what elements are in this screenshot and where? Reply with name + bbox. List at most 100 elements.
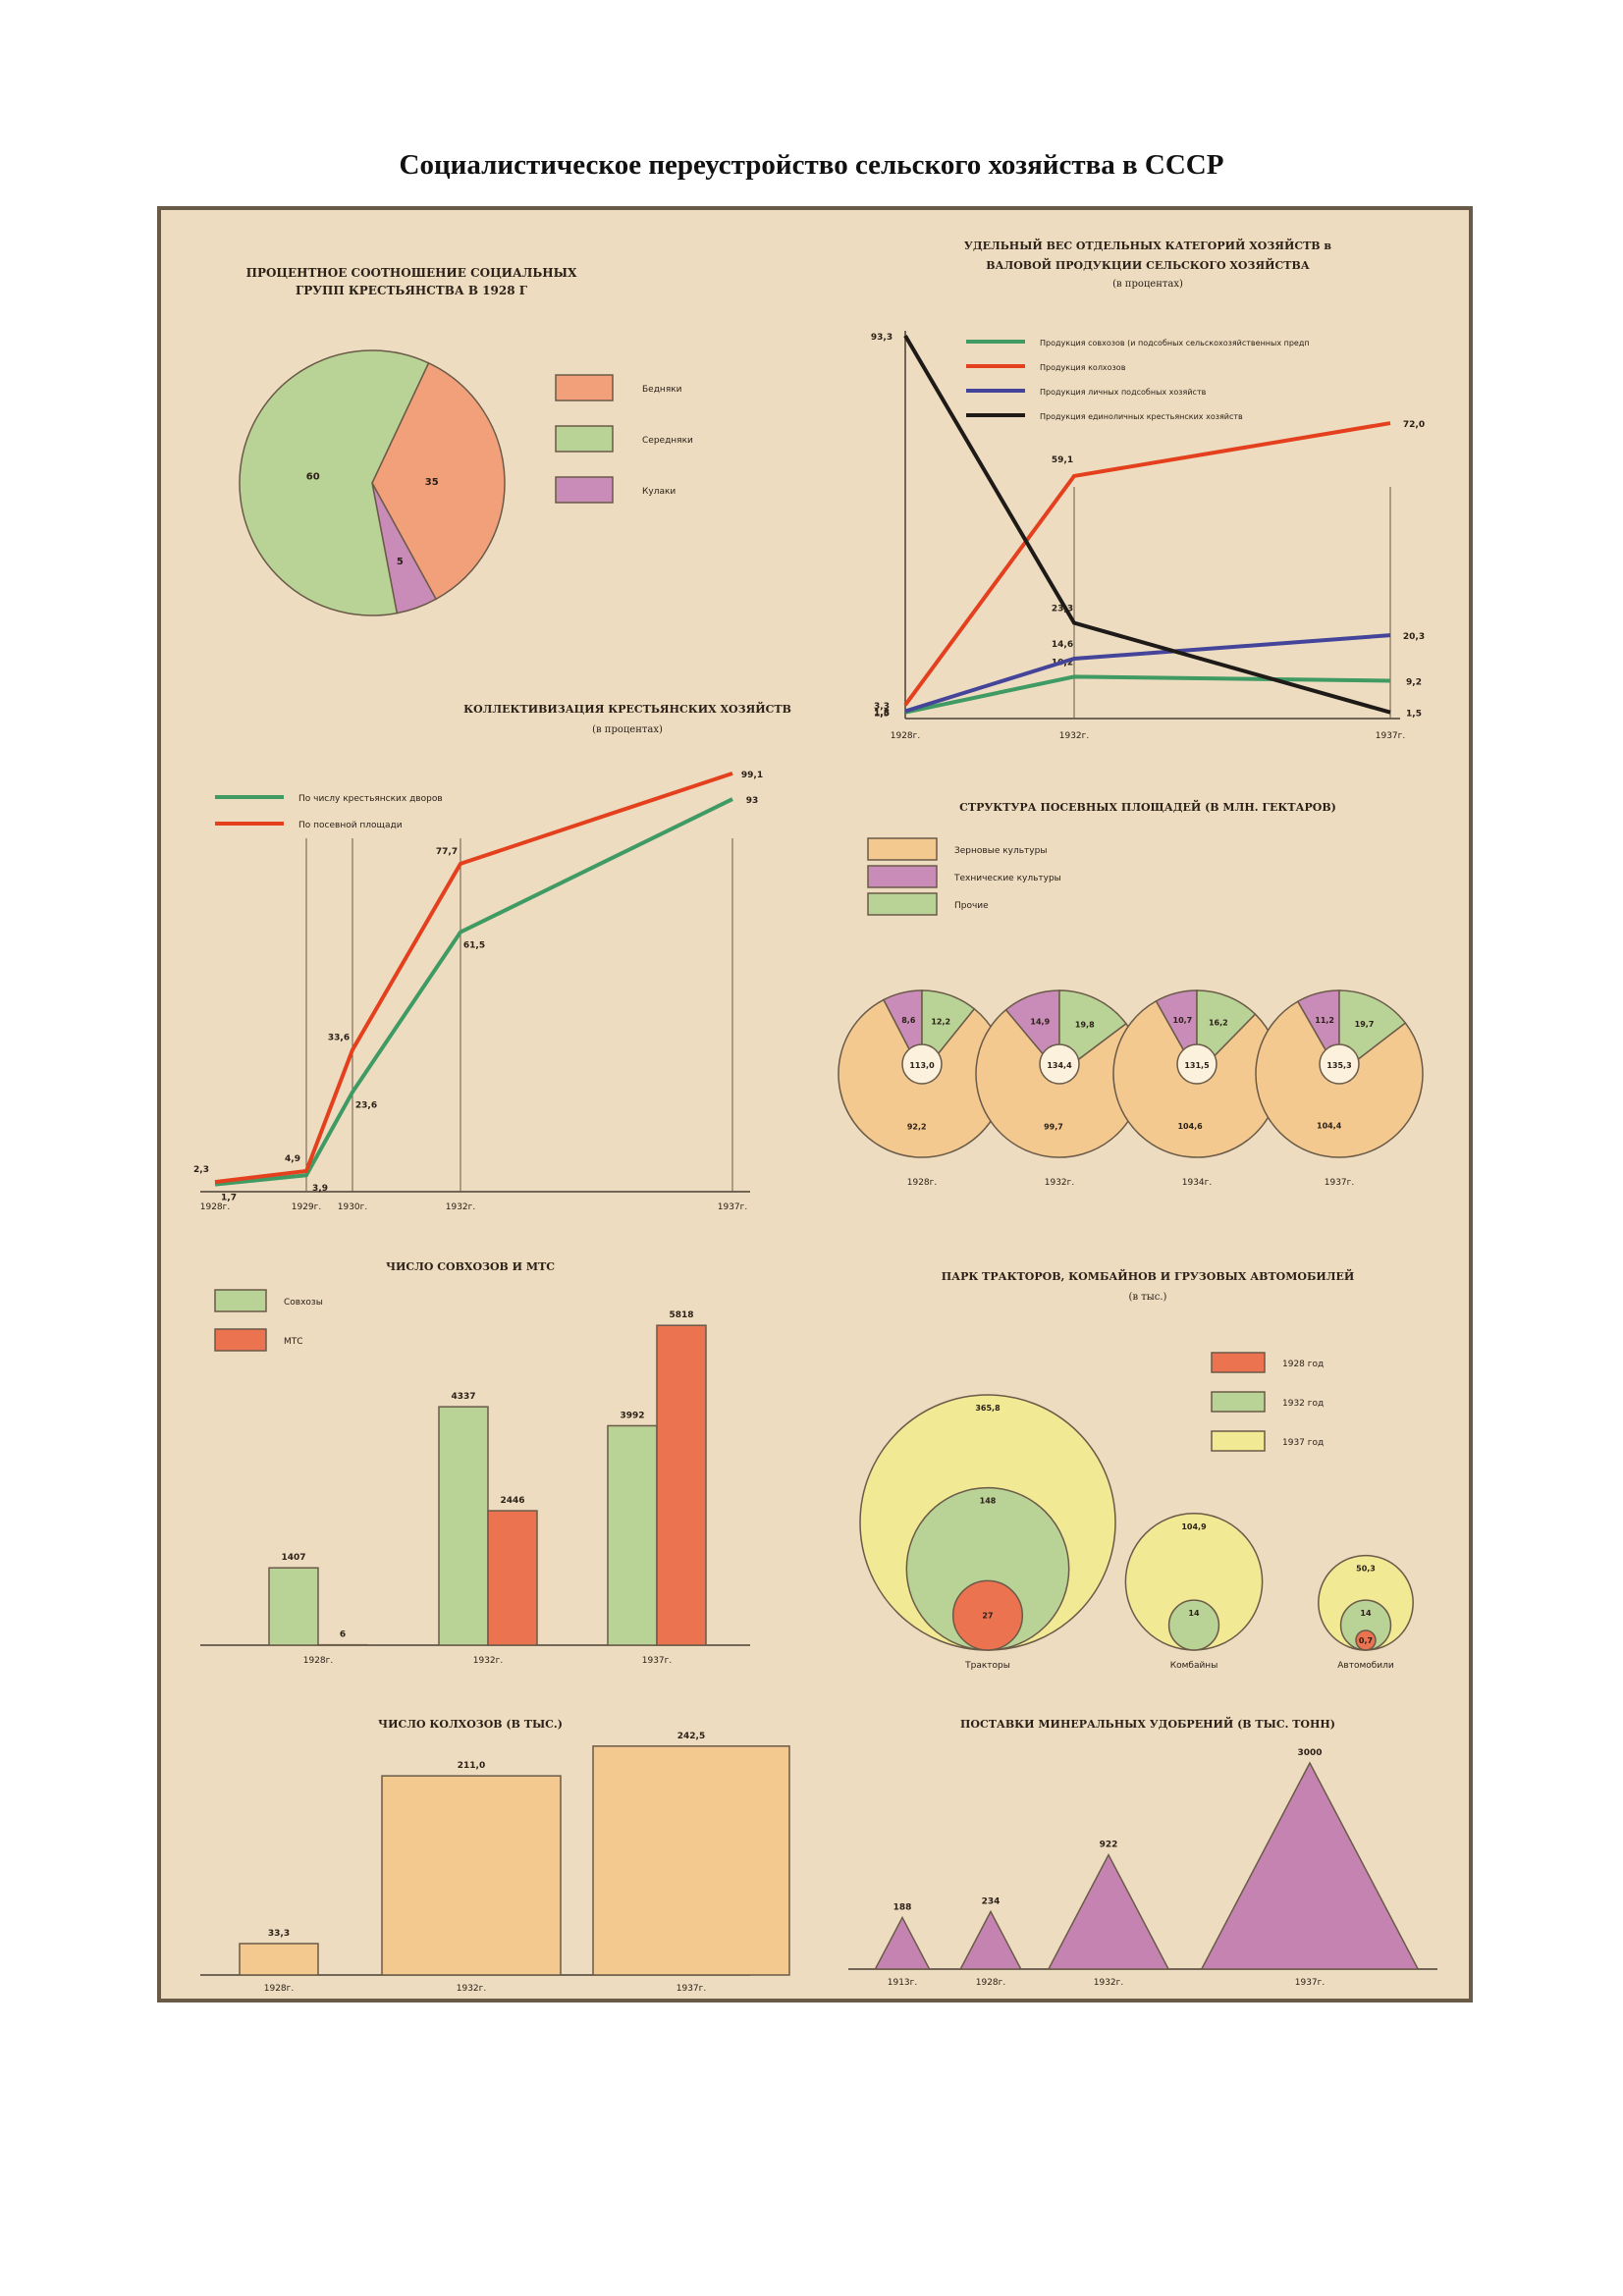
sown-year-label: 1928г. [907, 1178, 938, 1188]
sovkhoz-bar [607, 1424, 658, 1646]
collect-data-label: 93 [746, 796, 759, 806]
kolkhoz-bar [592, 1745, 790, 1976]
fertilizer-x-tick: 1928г. [976, 1978, 1006, 1988]
output-data-label: 93,3 [871, 333, 893, 343]
fertilizer-triangle [874, 1915, 931, 1970]
legend-label: Бедняки [642, 385, 682, 395]
sown-title: СТРУКТУРА ПОСЕВНЫХ ПЛОЩАДЕЙ (В МЛН. ГЕКТ… [959, 799, 1336, 814]
sown-total-label: 135,3 [1326, 1061, 1351, 1070]
sovkhoz-bar-label: 5818 [669, 1310, 693, 1320]
fertilizer-title: ПОСТАВКИ МИНЕРАЛЬНЫХ УДОБРЕНИЙ (В ТЫС. Т… [960, 1716, 1335, 1731]
sown-total-circle [1039, 1043, 1080, 1085]
output-data-label: 72,0 [1403, 420, 1425, 430]
output-data-label: 23,3 [1052, 605, 1073, 614]
sovkhoz-x-tick: 1928г. [303, 1656, 334, 1666]
sovkhoz-bar-label: 3992 [620, 1411, 644, 1420]
sown-total-circle [901, 1043, 943, 1085]
machine-bubble-label: 0,7 [1359, 1636, 1373, 1645]
sown-slice-label: 104,4 [1317, 1122, 1342, 1131]
machine-bubble-label: 104,9 [1181, 1522, 1207, 1531]
output-data-label: 3,3 [874, 702, 890, 712]
fertilizer-value-label: 3000 [1297, 1748, 1322, 1758]
machine-title: ПАРК ТРАКТОРОВ, КОМБАЙНОВ И ГРУЗОВЫХ АВТ… [942, 1268, 1355, 1283]
machine-legend-label: 1932 год [1282, 1399, 1324, 1409]
collect-data-label: 4,9 [285, 1154, 300, 1164]
collect-legend-label: По посевной площади [298, 821, 403, 830]
pie-slice-label: 35 [425, 477, 439, 488]
collect-data-label: 33,6 [328, 1034, 350, 1043]
sovkhoz-legend-label: Совхозы [284, 1298, 323, 1308]
machine-group-label: Комбайны [1170, 1661, 1218, 1671]
output-legend-label: Продукция совхозов (и подсобных сельскох… [1040, 339, 1310, 347]
sown-total-circle [1319, 1043, 1360, 1085]
machine-group-label: Автомобили [1337, 1661, 1394, 1671]
collect-x-tick: 1929г. [292, 1202, 322, 1212]
machine-legend-label: 1937 год [1282, 1438, 1324, 1448]
kolkhoz-bar-label: 211,0 [458, 1761, 485, 1771]
sovkhoz-legend-label: МТС [284, 1337, 303, 1347]
fertilizer-x-tick: 1913г. [888, 1978, 918, 1988]
peasant-pie-title-2: ГРУПП КРЕСТЬЯНСТВА В 1928 Г [296, 284, 528, 297]
output-title-2: ВАЛОВОЙ ПРОДУКЦИИ СЕЛЬСКОГО ХОЗЯЙСТВА [986, 257, 1310, 272]
sown-slice-label: 12,2 [931, 1017, 950, 1026]
collect-data-label: 61,5 [463, 941, 485, 951]
machine-legend-swatch [1211, 1430, 1266, 1452]
output-data-label: 1,8 [874, 708, 890, 718]
collect-series-line [214, 771, 733, 1185]
output-series-line [903, 421, 1391, 707]
legend-swatch [555, 476, 614, 504]
peasant-pie-title: ПРОЦЕНТНОЕ СООТНОШЕНИЕ СОЦИАЛЬНЫХ [246, 266, 577, 280]
machine-bubble [1167, 1599, 1220, 1651]
machine-group-label: Тракторы [964, 1661, 1010, 1671]
sown-slice-label: 99,7 [1044, 1122, 1063, 1131]
kolkhoz-x-tick: 1932г. [457, 1984, 487, 1994]
output-legend-label: Продукция единоличных крестьянских хозяй… [1040, 412, 1243, 421]
output-data-label: 59,1 [1052, 455, 1073, 465]
sown-total-label: 113,0 [909, 1061, 935, 1070]
machine-legend-label: 1928 год [1282, 1360, 1324, 1369]
kolkhoz-bar [381, 1775, 562, 1976]
collect-x-tick: 1937г. [718, 1202, 748, 1212]
sown-slice-label: 19,8 [1075, 1020, 1095, 1029]
kolkhoz-bar-label: 33,3 [268, 1929, 290, 1939]
sown-slice-label: 14,9 [1030, 1018, 1050, 1027]
output-data-label: 1,5 [1406, 710, 1422, 720]
kolkhoz-title: ЧИСЛО КОЛХОЗОВ (В ТЫС.) [378, 1718, 563, 1731]
output-series-line [903, 334, 1391, 715]
sown-legend-label: Прочие [954, 901, 989, 911]
collect-series-line [214, 797, 733, 1187]
output-legend-label: Продукция колхозов [1040, 363, 1126, 372]
kolkhoz-x-tick: 1928г. [264, 1984, 295, 1994]
sown-legend-swatch [867, 837, 938, 861]
sovkhoz-x-tick: 1932г. [473, 1656, 504, 1666]
fertilizer-value-label: 234 [982, 1896, 1001, 1906]
output-x-tick: 1928г. [891, 731, 921, 741]
legend-label: Кулаки [642, 487, 676, 497]
output-series-line [904, 674, 1391, 715]
machine-bubble-label: 148 [980, 1497, 997, 1506]
fertilizer-value-label: 188 [893, 1902, 912, 1912]
sown-total-circle [1176, 1043, 1217, 1085]
sovkhoz-legend-swatch [214, 1289, 267, 1312]
sovkhoz-bar-label: 1407 [281, 1553, 305, 1563]
legend-swatch [555, 374, 614, 401]
collect-title: КОЛЛЕКТИВИЗАЦИЯ КРЕСТЬЯНСКИХ ХОЗЯЙСТВ [463, 701, 791, 716]
sown-year-label: 1937г. [1325, 1178, 1355, 1188]
fertilizer-x-tick: 1932г. [1094, 1978, 1124, 1988]
output-x-tick: 1932г. [1059, 731, 1090, 741]
collect-data-label: 77,7 [436, 847, 458, 857]
sown-slice-label: 8,6 [901, 1016, 916, 1025]
kolkhoz-bar [239, 1943, 319, 1976]
machine-bubble-label: 14 [1188, 1609, 1200, 1618]
collect-data-label: 3,9 [312, 1184, 328, 1194]
fertilizer-triangle [958, 1909, 1023, 1970]
output-legend-label: Продукция личных подсобных хозяйств [1040, 388, 1207, 397]
collect-data-label: 2,3 [193, 1165, 209, 1175]
output-series-line [904, 633, 1391, 714]
poster-charts: ПРОЦЕНТНОЕ СООТНОШЕНИЕ СОЦИАЛЬНЫХ ГРУПП К… [193, 238, 1437, 1994]
fertilizer-value-label: 922 [1100, 1841, 1118, 1850]
pie-slice [371, 361, 506, 601]
sovkhoz-bar-label: 2446 [500, 1496, 524, 1506]
sown-legend-label: Технические культуры [953, 874, 1061, 883]
sovkhoz-title: ЧИСЛО СОВХОЗОВ И МТС [386, 1260, 555, 1273]
